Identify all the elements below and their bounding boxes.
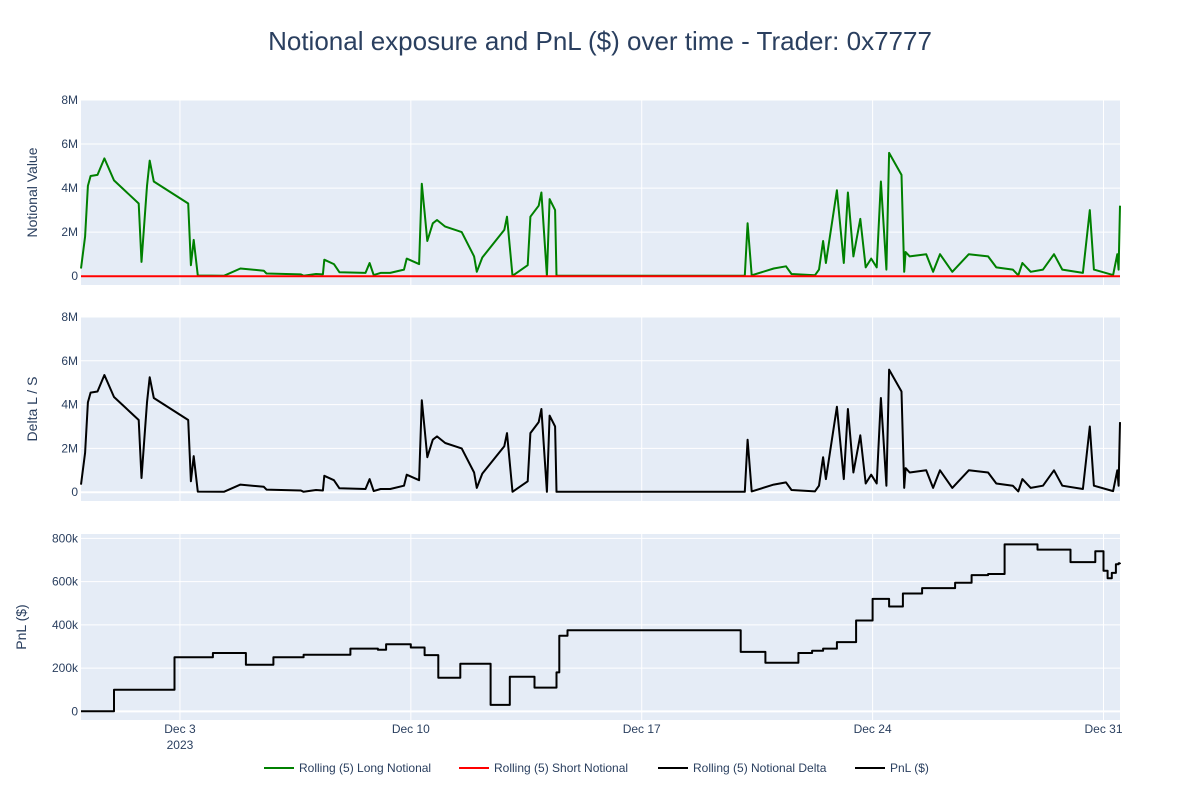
y-tick-label: 8M bbox=[61, 310, 78, 324]
plot-area-2 bbox=[81, 534, 1120, 720]
panel-1: 0 2M 4M 6M 8M Delta L / S bbox=[24, 310, 1121, 501]
y-tick-label: 4M bbox=[61, 398, 78, 412]
legend-label: Rolling (5) Long Notional bbox=[299, 761, 431, 775]
legend-item[interactable]: Rolling (5) Short Notional bbox=[459, 761, 628, 775]
y-tick-label: 400k bbox=[52, 618, 79, 632]
y-axis-title: Notional Value bbox=[24, 147, 40, 237]
legend: Rolling (5) Long Notional Rolling (5) Sho… bbox=[264, 761, 929, 775]
x-tick-label: Dec 3 bbox=[164, 722, 196, 736]
x-tick-label: Dec 10 bbox=[392, 722, 430, 736]
y-tick-label: 0 bbox=[71, 485, 78, 499]
series-line-pnl bbox=[81, 543, 1121, 713]
y-tick-label: 600k bbox=[52, 575, 79, 589]
y-axis-title: Delta L / S bbox=[24, 377, 40, 442]
series-line-rolling-5-notional-delta bbox=[80, 368, 1121, 493]
legend-label: Rolling (5) Short Notional bbox=[494, 761, 628, 775]
chart-title: Notional exposure and PnL ($) over time … bbox=[268, 26, 932, 56]
legend-item[interactable]: Rolling (5) Notional Delta bbox=[658, 761, 827, 775]
legend-item[interactable]: PnL ($) bbox=[855, 761, 929, 775]
legend-label: Rolling (5) Notional Delta bbox=[693, 761, 827, 775]
y-tick-label: 6M bbox=[61, 354, 78, 368]
y-tick-label: 6M bbox=[61, 137, 78, 151]
x-tick-sublabel: 2023 bbox=[167, 738, 194, 752]
y-tick-label: 800k bbox=[52, 531, 79, 545]
y-axis-title: PnL ($) bbox=[13, 604, 29, 649]
legend-item[interactable]: Rolling (5) Long Notional bbox=[264, 761, 431, 775]
series-line-rolling-5-long-notional bbox=[80, 151, 1121, 277]
panel-2: 0 200k 400k 600k 800k PnL ($) bbox=[13, 531, 1121, 720]
plot-area-0 bbox=[81, 100, 1120, 285]
y-tick-label: 0 bbox=[71, 704, 78, 718]
y-tick-label: 200k bbox=[52, 661, 79, 675]
legend-label: PnL ($) bbox=[890, 761, 929, 775]
y-tick-label: 2M bbox=[61, 225, 78, 239]
x-tick-label: Dec 31 bbox=[1084, 722, 1122, 736]
plot-area-1 bbox=[81, 317, 1120, 501]
y-tick-label: 8M bbox=[61, 93, 78, 107]
y-tick-label: 0 bbox=[71, 269, 78, 283]
y-tick-label: 2M bbox=[61, 441, 78, 455]
y-tick-label: 4M bbox=[61, 181, 78, 195]
panel-0: 0 2M 4M 6M 8M Notional Value bbox=[24, 93, 1121, 285]
x-tick-label: Dec 17 bbox=[623, 722, 661, 736]
x-tick-label: Dec 24 bbox=[854, 722, 892, 736]
